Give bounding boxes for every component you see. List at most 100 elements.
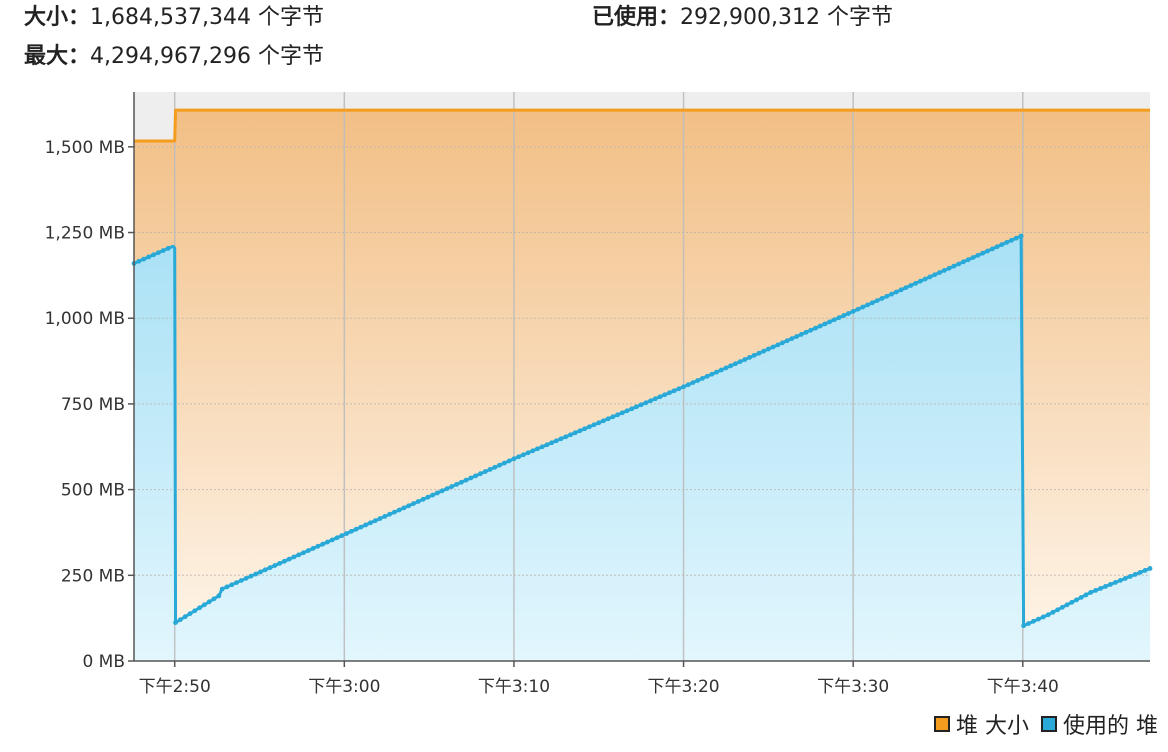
used-heap-point-173 (956, 261, 962, 267)
used-heap-point-45 (348, 528, 354, 534)
used-heap-point-13 (197, 605, 202, 611)
used-heap-point-96 (591, 422, 597, 428)
used-heap-point-75 (492, 464, 498, 470)
legend-swatch-heap-size (934, 716, 950, 732)
used-heap-point-198 (1074, 597, 1079, 603)
used-heap-point-29 (272, 563, 278, 568)
used-heap-point-48 (363, 522, 369, 528)
legend-label-used-heap: 使用的 堆 (1063, 714, 1158, 739)
used-heap-point-66 (449, 484, 455, 489)
used-heap-point-34 (296, 552, 302, 558)
used-heap-point-54 (391, 509, 397, 515)
x-tick-label-5: 下午3:40 (987, 677, 1059, 697)
used-heap-point-30 (277, 560, 282, 566)
used-heap-point-103 (624, 408, 630, 414)
used-heap-point-135 (775, 342, 781, 348)
used-heap-point-129 (747, 355, 752, 360)
used-heap-point-99 (605, 416, 611, 422)
used-heap-point-113 (671, 388, 677, 394)
used-heap-point-81 (520, 452, 526, 458)
used-heap-point-117 (690, 380, 696, 385)
used-heap-point-140 (798, 332, 804, 337)
used-heap-point-118 (695, 378, 701, 383)
used-heap-point-158 (884, 293, 890, 299)
used-heap-point-116 (685, 382, 691, 388)
used-heap-point-100 (610, 414, 616, 420)
used-heap-point-49 (368, 520, 373, 526)
used-heap-point-125 (728, 363, 734, 369)
used-heap-point-56 (401, 505, 407, 511)
used-heap-point-28 (267, 565, 273, 571)
heap-size-value: 1,684,537,344 个字节 (90, 5, 324, 30)
used-heap-point-187 (1021, 623, 1027, 629)
used-heap-point-65 (444, 486, 450, 492)
used-heap-point-213 (1147, 566, 1153, 571)
heap-max-value: 4,294,967,296 个字节 (90, 44, 324, 69)
used-heap-point-94 (582, 426, 588, 432)
used-heap-point-53 (387, 511, 392, 517)
y-tick-label-2: 500 MB (61, 481, 125, 501)
used-heap-point-42 (334, 535, 340, 541)
used-heap-point-175 (965, 257, 971, 263)
used-heap-point-151 (850, 308, 856, 314)
heap-size-label: 大小 (24, 5, 69, 30)
used-heap-point-63 (435, 490, 440, 496)
used-heap-point-161 (898, 287, 904, 293)
used-heap-point-191 (1040, 614, 1046, 620)
heap-size-separator: ： (68, 5, 91, 30)
used-heap-point-171 (946, 265, 952, 271)
used-heap-point-74 (487, 467, 493, 472)
heap-used-stat: 已使用：292,900,312 个字节 (592, 4, 893, 32)
used-heap-point-148 (836, 315, 842, 321)
used-heap-point-152 (855, 306, 861, 312)
used-heap-point-137 (784, 338, 790, 344)
used-heap-point-143 (813, 325, 818, 331)
used-heap-point-159 (889, 291, 894, 297)
heap-used-label: 已使用 (592, 5, 659, 30)
used-heap-point-155 (869, 300, 875, 306)
used-heap-point-25 (253, 571, 259, 577)
used-heap-point-3 (146, 254, 152, 260)
used-heap-point-183 (1004, 240, 1010, 245)
used-heap-point-184 (1009, 237, 1014, 243)
used-heap-point-12 (192, 608, 198, 614)
used-heap-point-91 (568, 432, 573, 438)
used-heap-point-7 (165, 245, 171, 251)
heap-used-value: 292,900,312 个字节 (680, 5, 893, 30)
x-tick-label-1: 下午3:00 (308, 677, 380, 697)
used-heap-point-156 (874, 298, 880, 304)
used-heap-point-68 (458, 479, 464, 485)
used-heap-point-193 (1050, 609, 1056, 615)
used-heap-point-84 (535, 446, 540, 452)
used-heap-point-70 (468, 475, 474, 481)
used-heap-point-89 (558, 436, 564, 442)
used-heap-point-174 (961, 259, 966, 265)
used-heap-point-15 (206, 599, 212, 605)
used-heap-point-50 (372, 518, 378, 524)
used-heap-point-124 (723, 365, 729, 371)
used-heap-point-62 (430, 492, 436, 498)
used-heap-point-72 (478, 471, 483, 477)
used-heap-point-209 (1127, 574, 1133, 579)
used-heap-point-8 (173, 620, 178, 626)
used-heap-point-162 (903, 285, 909, 291)
used-heap-point-144 (817, 323, 823, 329)
used-heap-point-138 (789, 336, 795, 342)
used-heap-point-186 (1018, 233, 1024, 239)
chart-legend: 堆 大小 使用的 堆 (922, 708, 1158, 740)
used-heap-point-203 (1098, 586, 1103, 591)
used-heap-point-120 (704, 373, 710, 379)
used-heap-point-145 (822, 321, 828, 327)
used-heap-point-167 (927, 274, 933, 280)
y-tick-label-0: 0 MB (82, 652, 125, 672)
used-heap-point-39 (320, 541, 326, 547)
used-heap-point-163 (908, 283, 914, 288)
used-heap-point-35 (301, 550, 306, 556)
used-heap-point-16 (211, 596, 217, 602)
used-heap-point-78 (506, 458, 512, 464)
used-heap-point-31 (281, 558, 287, 564)
used-heap-point-107 (643, 400, 649, 406)
used-heap-point-10 (182, 614, 188, 620)
used-heap-point-199 (1078, 594, 1084, 600)
used-heap-point-112 (667, 390, 672, 396)
